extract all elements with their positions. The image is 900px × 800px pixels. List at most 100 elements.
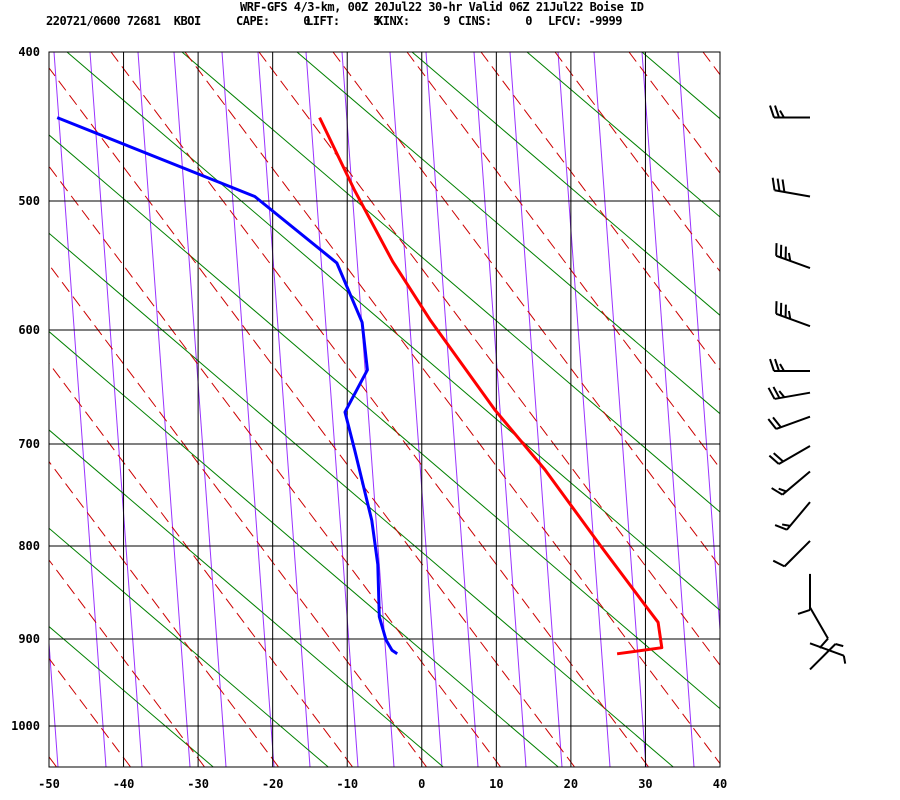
barb-staff [774,391,811,400]
barb-staff [809,642,845,657]
index-lfcv: LFCV: -9999 [548,14,622,28]
wind-barb [771,470,811,496]
x-tick-label: -20 [262,777,284,791]
barb-flag-full [768,454,780,465]
isotherm-line [305,52,359,767]
x-tick-label: 40 [713,777,727,791]
index-value: 0 [269,14,310,28]
x-tick-label: -50 [38,777,60,791]
barb-flag-full [771,487,783,496]
dry-adiabat-line [49,657,132,767]
green-guide-line [49,134,720,710]
barb-flag-full [771,177,776,191]
barb-flag-half [779,363,785,372]
barb-staff [781,470,811,496]
barb-staff [809,643,837,671]
dry-adiabat-line [554,52,720,273]
green-guide-line [49,625,215,767]
index-value: -9999 [581,14,622,28]
x-tick-label: 0 [418,777,425,791]
green-guide-line [49,232,675,767]
barb-flag-half [781,523,791,527]
chart-title: WRF-GFS 4/3-km, 00Z 20Jul22 30-hr Valid … [240,0,644,14]
dry-adiabat-line [49,460,280,767]
y-tick-label: 600 [18,323,40,337]
barb-flag-full [769,358,775,372]
isotherm-line [341,52,395,767]
dry-adiabat-line [49,362,354,767]
index-cins: CINS: 0 [458,14,532,28]
isotherm-line [677,52,720,637]
barb-flag-full [767,387,776,400]
dry-adiabat-line [0,52,5,797]
wind-barb [775,301,811,328]
x-tick-label: 20 [564,777,578,791]
green-guide-line [49,330,560,767]
isotherm-line [509,52,563,767]
barb-flag-half [778,487,787,493]
isotherm-line [846,52,898,767]
barb-flag-half [842,655,847,664]
wind-barb [771,177,811,198]
wind-barbs [767,105,847,671]
dry-adiabat-line [49,263,428,767]
barb-flag-half [787,310,792,320]
wind-barb [769,358,810,373]
index-kinx: KINX: 9 [376,14,450,28]
isotherm-line [89,52,143,767]
isotherm-line [473,52,527,767]
dry-adiabat-line [49,559,206,767]
x-tick-label: -30 [187,777,209,791]
index-label: CAPE: [236,14,270,28]
isotherm-line [137,52,191,767]
series-layer [56,116,664,656]
wind-barb [767,386,811,400]
barb-staff [775,415,811,430]
wind-barb [768,445,811,465]
barb-flag-full [772,559,785,568]
isotherm-line [762,52,814,767]
dry-adiabat-line [480,52,720,371]
barb-flag-full [769,105,775,118]
dry-adiabat-line [777,52,900,797]
dry-adiabat-line [258,52,720,666]
dry-adiabat-line [110,52,650,767]
wind-barb [775,243,811,270]
dry-adiabat-line [49,756,58,767]
wind-barb [772,540,811,568]
barb-flag-full [772,416,782,428]
isotherm-line [593,52,647,767]
barb-flag-full [776,178,781,192]
isotherm-line [257,52,311,767]
green-guide-line [66,52,720,611]
green-guide-line [641,52,720,120]
index-value: 9 [409,14,450,28]
barb-flag-full [767,418,777,430]
y-tick-label: 1000 [11,719,40,733]
barb-staff [774,189,811,198]
plot-frame [48,51,721,768]
index-value: 0 [491,14,532,28]
x-tick-label: 30 [638,777,652,791]
green-guide-line [296,52,720,415]
x-tick-label: -40 [113,777,135,791]
isotherm-line [894,52,900,767]
dry-adiabat-line [406,52,720,470]
y-tick-labels: 400 500 600 700 800 900 1000 [11,45,40,733]
wind-barb [809,643,844,671]
isotherm-line [221,52,275,767]
green-guide-line [757,52,900,770]
wind-barb [797,573,811,615]
barb-flag-half [787,252,792,262]
barb-flag-full [772,386,781,399]
barb-flag-full [781,179,786,193]
isotherm-line [53,52,107,767]
dry-adiabat-line [628,52,720,174]
y-tick-label: 700 [18,437,40,451]
isotherm-line [557,52,611,767]
wind-barb [767,415,811,430]
index-label: LIFT: [306,14,340,28]
temperature-line [318,116,664,656]
green-guide-line [49,429,445,767]
